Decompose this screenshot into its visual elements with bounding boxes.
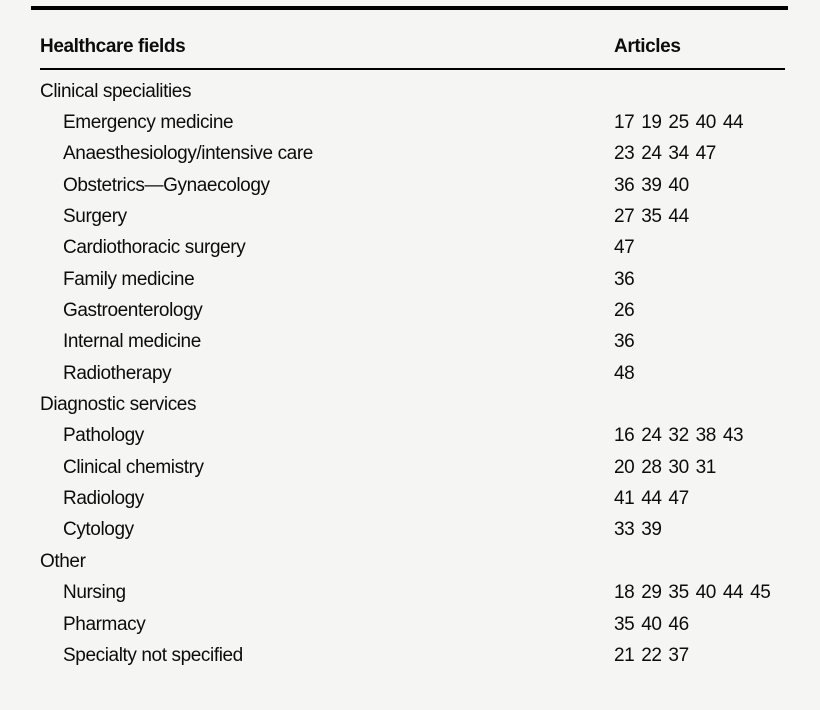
article-numbers: 17 19 25 40 44 — [614, 112, 744, 134]
table-header-rule — [40, 68, 785, 70]
table-row: Radiotherapy 48 — [0, 358, 820, 389]
table-row: Pharmacy 35 40 46 — [0, 609, 820, 640]
table-row: Nursing 18 29 35 40 44 45 — [0, 578, 820, 609]
table-top-rule — [31, 6, 788, 10]
field-name: Family medicine — [63, 268, 195, 290]
table-row: Gastroenterology 26 — [0, 295, 820, 326]
section-label: Other — [40, 550, 86, 572]
article-numbers: 35 40 46 — [614, 613, 689, 635]
table-row: Family medicine 36 — [0, 264, 820, 295]
field-name: Anaesthesiology/intensive care — [63, 143, 313, 165]
article-numbers: 47 — [614, 237, 635, 259]
field-name: Specialty not specified — [63, 644, 243, 666]
article-numbers: 48 — [614, 362, 635, 384]
article-numbers: 20 28 30 31 — [614, 456, 716, 478]
section-header-row: Other — [0, 546, 820, 577]
table-row: Pathology 16 24 32 38 43 — [0, 421, 820, 452]
article-numbers: 36 39 40 — [614, 174, 689, 196]
article-numbers: 16 24 32 38 43 — [614, 425, 744, 447]
article-numbers: 27 35 44 — [614, 206, 689, 228]
article-numbers: 18 29 35 40 44 45 — [614, 582, 771, 604]
table-row: Emergency medicine 17 19 25 40 44 — [0, 107, 820, 138]
field-name: Pathology — [63, 425, 144, 447]
field-name: Internal medicine — [63, 331, 201, 353]
article-numbers: 36 — [614, 268, 635, 290]
article-numbers: 21 22 37 — [614, 644, 689, 666]
field-name: Cardiothoracic surgery — [63, 237, 246, 259]
table-row: Specialty not specified 21 22 37 — [0, 640, 820, 671]
section-label: Diagnostic services — [40, 394, 197, 416]
table-row: Cytology 33 39 — [0, 515, 820, 546]
column-header-healthcare-fields: Healthcare fields — [40, 36, 186, 57]
table-row: Radiology 41 44 47 — [0, 483, 820, 514]
article-numbers: 26 — [614, 300, 635, 322]
table-row: Obstetrics—Gynaecology 36 39 40 — [0, 170, 820, 201]
column-header-articles: Articles — [614, 36, 681, 57]
table-row: Surgery 27 35 44 — [0, 201, 820, 232]
field-name: Radiotherapy — [63, 362, 172, 384]
table-row: Cardiothoracic surgery 47 — [0, 233, 820, 264]
field-name: Gastroenterology — [63, 300, 203, 322]
field-name: Emergency medicine — [63, 112, 234, 134]
section-label: Clinical specialities — [40, 80, 192, 102]
field-name: Radiology — [63, 488, 144, 510]
field-name: Cytology — [63, 519, 134, 541]
table-row: Internal medicine 36 — [0, 327, 820, 358]
article-numbers: 33 39 — [614, 519, 662, 541]
article-numbers: 36 — [614, 331, 635, 353]
article-numbers: 41 44 47 — [614, 488, 689, 510]
table-header-row: Healthcare fields Articles — [0, 36, 820, 60]
field-name: Surgery — [63, 206, 127, 228]
field-name: Clinical chemistry — [63, 456, 204, 478]
field-name: Obstetrics—Gynaecology — [63, 174, 270, 196]
table-body: Clinical specialities Emergency medicine 1… — [0, 76, 820, 672]
section-header-row: Diagnostic services — [0, 389, 820, 420]
article-numbers: 23 24 34 47 — [614, 143, 716, 165]
field-name: Nursing — [63, 582, 126, 604]
table-row: Clinical chemistry 20 28 30 31 — [0, 452, 820, 483]
section-header-row: Clinical specialities — [0, 76, 820, 107]
table-row: Anaesthesiology/intensive care 23 24 34 4… — [0, 139, 820, 170]
field-name: Pharmacy — [63, 613, 146, 635]
